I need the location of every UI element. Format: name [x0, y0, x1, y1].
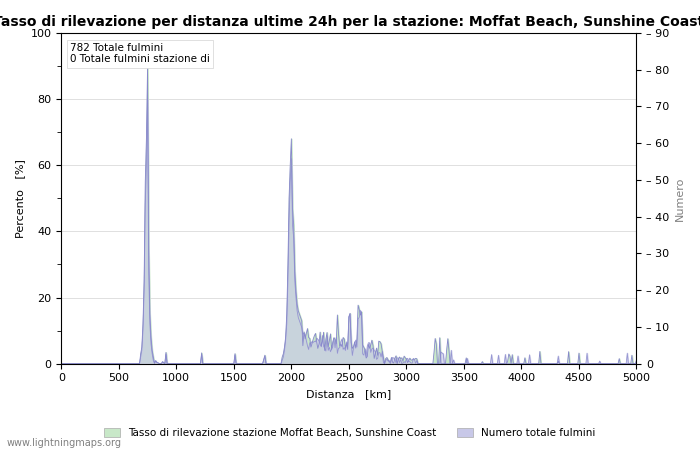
Y-axis label: Percento   [%]: Percento [%] — [15, 159, 25, 238]
Legend: Tasso di rilevazione stazione Moffat Beach, Sunshine Coast, Numero totale fulmin: Tasso di rilevazione stazione Moffat Bea… — [100, 424, 600, 442]
Text: www.lightningmaps.org: www.lightningmaps.org — [7, 438, 122, 448]
Title: Tasso di rilevazione per distanza ultime 24h per la stazione: Moffat Beach, Suns: Tasso di rilevazione per distanza ultime… — [0, 15, 700, 29]
Y-axis label: Numero: Numero — [675, 176, 685, 220]
X-axis label: Distanza   [km]: Distanza [km] — [307, 389, 391, 399]
Text: 782 Totale fulmini
0 Totale fulmini stazione di: 782 Totale fulmini 0 Totale fulmini staz… — [70, 43, 210, 64]
